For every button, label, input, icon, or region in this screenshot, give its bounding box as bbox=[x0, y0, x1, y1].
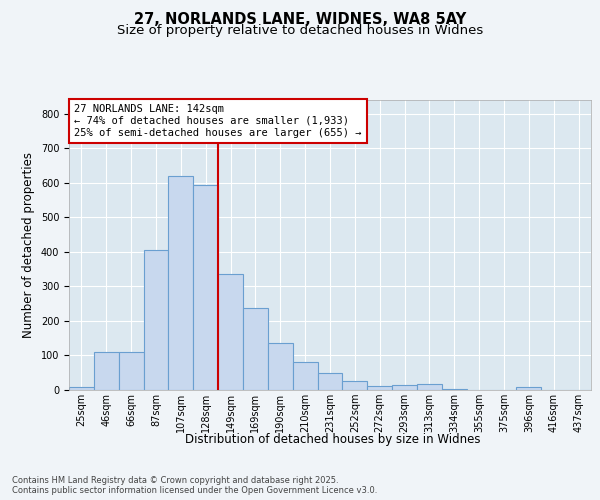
Bar bbox=[218, 274, 243, 390]
Bar bbox=[367, 386, 392, 390]
Bar bbox=[143, 250, 169, 390]
Bar bbox=[442, 389, 467, 390]
Bar bbox=[119, 352, 143, 390]
Bar bbox=[94, 352, 119, 390]
Text: Distribution of detached houses by size in Widnes: Distribution of detached houses by size … bbox=[185, 432, 481, 446]
Bar bbox=[392, 385, 417, 390]
Bar bbox=[293, 362, 317, 390]
Bar bbox=[268, 344, 293, 390]
Y-axis label: Number of detached properties: Number of detached properties bbox=[22, 152, 35, 338]
Bar bbox=[343, 380, 367, 390]
Text: Contains HM Land Registry data © Crown copyright and database right 2025.
Contai: Contains HM Land Registry data © Crown c… bbox=[12, 476, 377, 495]
Text: 27 NORLANDS LANE: 142sqm
← 74% of detached houses are smaller (1,933)
25% of sem: 27 NORLANDS LANE: 142sqm ← 74% of detach… bbox=[74, 104, 362, 138]
Bar bbox=[517, 386, 541, 390]
Bar bbox=[193, 184, 218, 390]
Bar bbox=[243, 308, 268, 390]
Bar bbox=[417, 384, 442, 390]
Bar bbox=[169, 176, 193, 390]
Bar bbox=[317, 372, 343, 390]
Text: Size of property relative to detached houses in Widnes: Size of property relative to detached ho… bbox=[117, 24, 483, 37]
Bar bbox=[69, 387, 94, 390]
Text: 27, NORLANDS LANE, WIDNES, WA8 5AY: 27, NORLANDS LANE, WIDNES, WA8 5AY bbox=[134, 12, 466, 28]
